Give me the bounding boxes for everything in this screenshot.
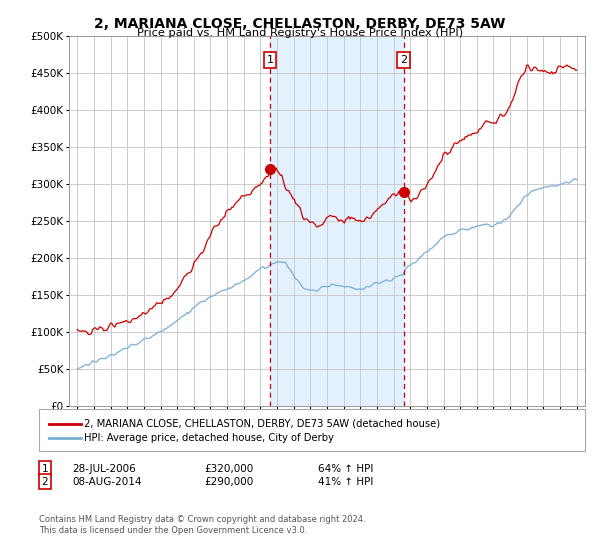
- Text: 64% ↑ HPI: 64% ↑ HPI: [318, 464, 373, 474]
- Text: 1: 1: [41, 464, 49, 474]
- Text: £320,000: £320,000: [204, 464, 253, 474]
- Text: 08-AUG-2014: 08-AUG-2014: [72, 477, 142, 487]
- Text: HPI: Average price, detached house, City of Derby: HPI: Average price, detached house, City…: [84, 433, 334, 443]
- Text: Price paid vs. HM Land Registry's House Price Index (HPI): Price paid vs. HM Land Registry's House …: [137, 28, 463, 38]
- Text: Contains HM Land Registry data © Crown copyright and database right 2024.
This d: Contains HM Land Registry data © Crown c…: [39, 515, 365, 535]
- Text: 28-JUL-2006: 28-JUL-2006: [72, 464, 136, 474]
- Bar: [270, 36, 404, 406]
- Text: 2: 2: [41, 477, 49, 487]
- Text: 1: 1: [266, 55, 274, 65]
- Text: 2: 2: [400, 55, 407, 65]
- Text: 2, MARIANA CLOSE, CHELLASTON, DERBY, DE73 5AW: 2, MARIANA CLOSE, CHELLASTON, DERBY, DE7…: [94, 17, 506, 31]
- Text: 2, MARIANA CLOSE, CHELLASTON, DERBY, DE73 5AW (detached house): 2, MARIANA CLOSE, CHELLASTON, DERBY, DE7…: [84, 419, 440, 429]
- Text: 41% ↑ HPI: 41% ↑ HPI: [318, 477, 373, 487]
- Text: £290,000: £290,000: [204, 477, 253, 487]
